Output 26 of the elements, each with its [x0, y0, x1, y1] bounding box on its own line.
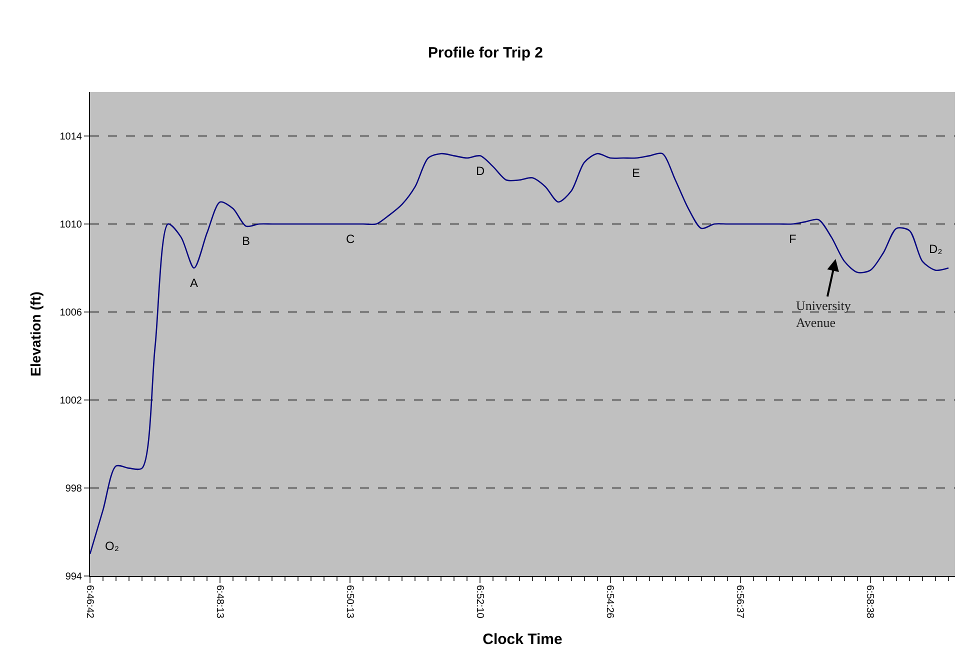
x-tick-label: 6:50:13	[344, 585, 355, 619]
y-axis-title: Elevation (ft)	[27, 292, 44, 376]
data-label: B	[242, 234, 250, 248]
x-tick-label: 6:56:37	[734, 585, 746, 619]
data-label: F	[789, 232, 796, 246]
x-axis-title: Clock Time	[482, 630, 562, 648]
x-tick-label: 6:48:13	[214, 585, 225, 619]
y-tick-label: 994	[65, 572, 82, 582]
x-tick-label: 6:52:10	[474, 585, 485, 619]
chart-title: Profile for Trip 2	[428, 44, 544, 62]
x-tick-label: 6:54:26	[604, 585, 616, 619]
annotation: University Avenue	[796, 298, 852, 330]
y-tick-label: 998	[65, 484, 82, 494]
x-tick-label: 6:58:38	[864, 585, 876, 619]
data-label: A	[190, 276, 198, 290]
data-label: D₂	[929, 242, 943, 256]
y-tick-label: 1010	[60, 220, 82, 230]
y-tick-label: 1014	[60, 132, 82, 142]
data-label: E	[632, 166, 640, 180]
data-label: O₂	[105, 539, 120, 553]
data-label: C	[346, 232, 355, 246]
data-label: D	[476, 164, 485, 178]
line-series	[90, 152, 950, 555]
y-tick-label: 1006	[60, 308, 82, 318]
x-tick-label: 6:46:42	[84, 585, 95, 619]
y-tick-label: 1002	[60, 396, 82, 406]
